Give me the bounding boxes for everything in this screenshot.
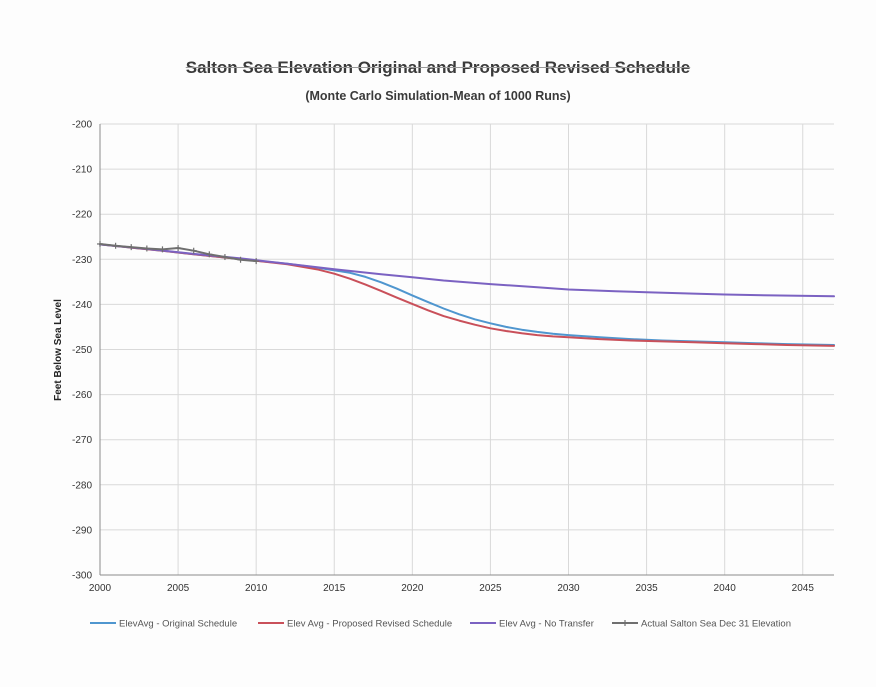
y-tick-label: -260 <box>72 390 92 401</box>
y-tick-label: -220 <box>72 210 92 221</box>
x-tick-label: 2040 <box>714 583 737 594</box>
x-tick-labels: 2000 2005 2010 2015 2020 2025 2030 2035 2040 2045 <box>89 583 814 594</box>
series-lines <box>97 240 835 347</box>
legend-label: ElevAvg - Original Schedule <box>119 619 237 630</box>
legend-label: Elev Avg - No Transfer <box>499 619 594 630</box>
x-tick-label: 2010 <box>245 583 268 594</box>
x-tick-label: 2020 <box>401 583 424 594</box>
chart-subtitle: (Monte Carlo Simulation-Mean of 1000 Run… <box>305 89 571 103</box>
x-tick-label: 2030 <box>557 583 580 594</box>
y-tick-label: -240 <box>72 300 92 311</box>
grid-lines <box>99 123 834 576</box>
y-tick-label: -280 <box>72 480 92 491</box>
chart-title: Salton Sea Elevation Original and Propos… <box>185 58 691 77</box>
legend-label: Actual Salton Sea Dec 31 Elevation <box>641 619 791 630</box>
y-tick-label: -300 <box>72 571 92 582</box>
y-tick-label: -230 <box>72 255 92 266</box>
x-tick-label: 2025 <box>479 583 502 594</box>
y-tick-label: -250 <box>72 345 92 356</box>
y-tick-label: -200 <box>72 120 92 131</box>
y-axis-label: Feet Below Sea Level <box>53 299 64 401</box>
x-tick-label: 2045 <box>792 583 815 594</box>
legend-label: Elev Avg - Proposed Revised Schedule <box>287 619 452 630</box>
series-line-elev-avg-no-transfer <box>99 243 835 298</box>
y-tick-label: -270 <box>72 435 92 446</box>
x-tick-label: 2035 <box>635 583 658 594</box>
x-tick-label: 2005 <box>167 583 190 594</box>
axes <box>99 124 834 576</box>
x-tick-label: 2015 <box>323 583 346 594</box>
legend: ElevAvg - Original Schedule Elev Avg - Pr… <box>90 619 791 630</box>
y-tick-labels: -200 -210 -220 -230 -240 -250 -260 -270 -280 -290… <box>72 120 92 582</box>
y-tick-label: -210 <box>72 165 92 176</box>
y-tick-label: -290 <box>72 525 92 536</box>
x-tick-label: 2000 <box>89 583 112 594</box>
